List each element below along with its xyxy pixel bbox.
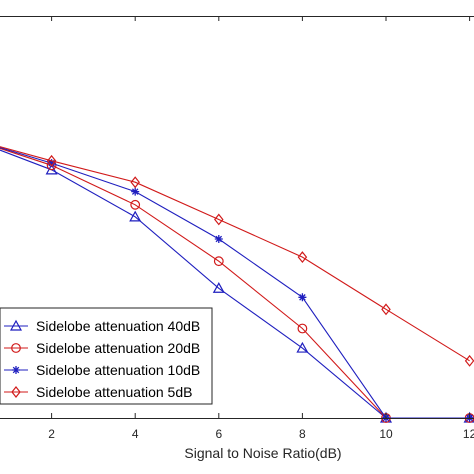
legend-marker-3 [12, 366, 20, 374]
series-4-point-3 [130, 176, 140, 189]
series-3-point-3 [131, 187, 140, 196]
series-4-point-3-shape [130, 176, 140, 189]
legend-marker-1 [9, 319, 23, 331]
series-4-point-6 [381, 303, 391, 316]
legend-marker-3-shape [12, 366, 20, 374]
legend-marker-2-shape [11, 343, 21, 353]
legend-label-2: Sidelobe attenuation 20dB [36, 340, 200, 356]
x-tick-label-3: 6 [215, 427, 222, 441]
series-1-point-3-shape [129, 210, 142, 222]
legend-box [0, 307, 213, 405]
legend-marker-4-shape [11, 386, 21, 398]
x-axis-title: Signal to Noise Ratio(dB) [184, 445, 341, 461]
series-2-point-3-shape [130, 199, 141, 210]
series-4-line [0, 146, 470, 362]
series-4-point-7-shape [464, 354, 474, 367]
legend-label-1: Sidelobe attenuation 40dB [36, 318, 200, 334]
series-4-point-6-shape [381, 303, 391, 316]
series-3-point-3-shape [131, 187, 140, 196]
series-1-point-4 [212, 282, 225, 293]
x-tick-label-1: 2 [48, 427, 55, 441]
series-2-point-3 [130, 199, 141, 210]
series-1-point-5 [296, 341, 309, 353]
series-2-point-5 [297, 323, 308, 334]
series-4-point-2-shape [46, 154, 57, 167]
series-1-point-3 [129, 210, 142, 222]
x-tick-label-4: 8 [299, 427, 306, 441]
series-4-point-5-shape [297, 251, 308, 264]
series-4-point-5 [297, 251, 308, 264]
series-1-point-4-shape [212, 282, 225, 293]
series-3-point-2 [47, 159, 56, 168]
legend-marker-4 [11, 386, 21, 398]
x-tick-label-6: 12 [463, 427, 474, 441]
series-4-point-4-shape [214, 213, 224, 226]
series-2-point-4-shape [213, 256, 224, 267]
series-3-point-4-shape [214, 235, 223, 244]
x-tick-label-2: 4 [132, 427, 139, 441]
series-4-point-4 [214, 213, 224, 226]
legend: Sidelobe attenuation 40dB Sidelobe attenu… [0, 307, 213, 405]
legend-marker-1-shape [9, 319, 23, 331]
series-3-point-5-shape [298, 293, 307, 302]
series-4-point-2 [46, 154, 57, 167]
series-2-point-5-shape [297, 323, 308, 334]
legend-label-4: Sidelobe attenuation 5dB [36, 384, 192, 400]
series-3-point-2-shape [47, 159, 56, 168]
series-3-point-5 [298, 293, 307, 302]
series-4-point-7 [464, 354, 474, 367]
series-2-point-4 [213, 256, 224, 267]
series-1-point-5-shape [296, 341, 309, 353]
x-tick-layer: 2 4 6 8 10 12 [48, 16, 474, 441]
legend-marker-2 [11, 343, 21, 353]
legend-label-3: Sidelobe attenuation 10dB [36, 362, 200, 378]
series-3-point-4 [214, 235, 223, 244]
x-tick-label-5: 10 [379, 427, 393, 441]
